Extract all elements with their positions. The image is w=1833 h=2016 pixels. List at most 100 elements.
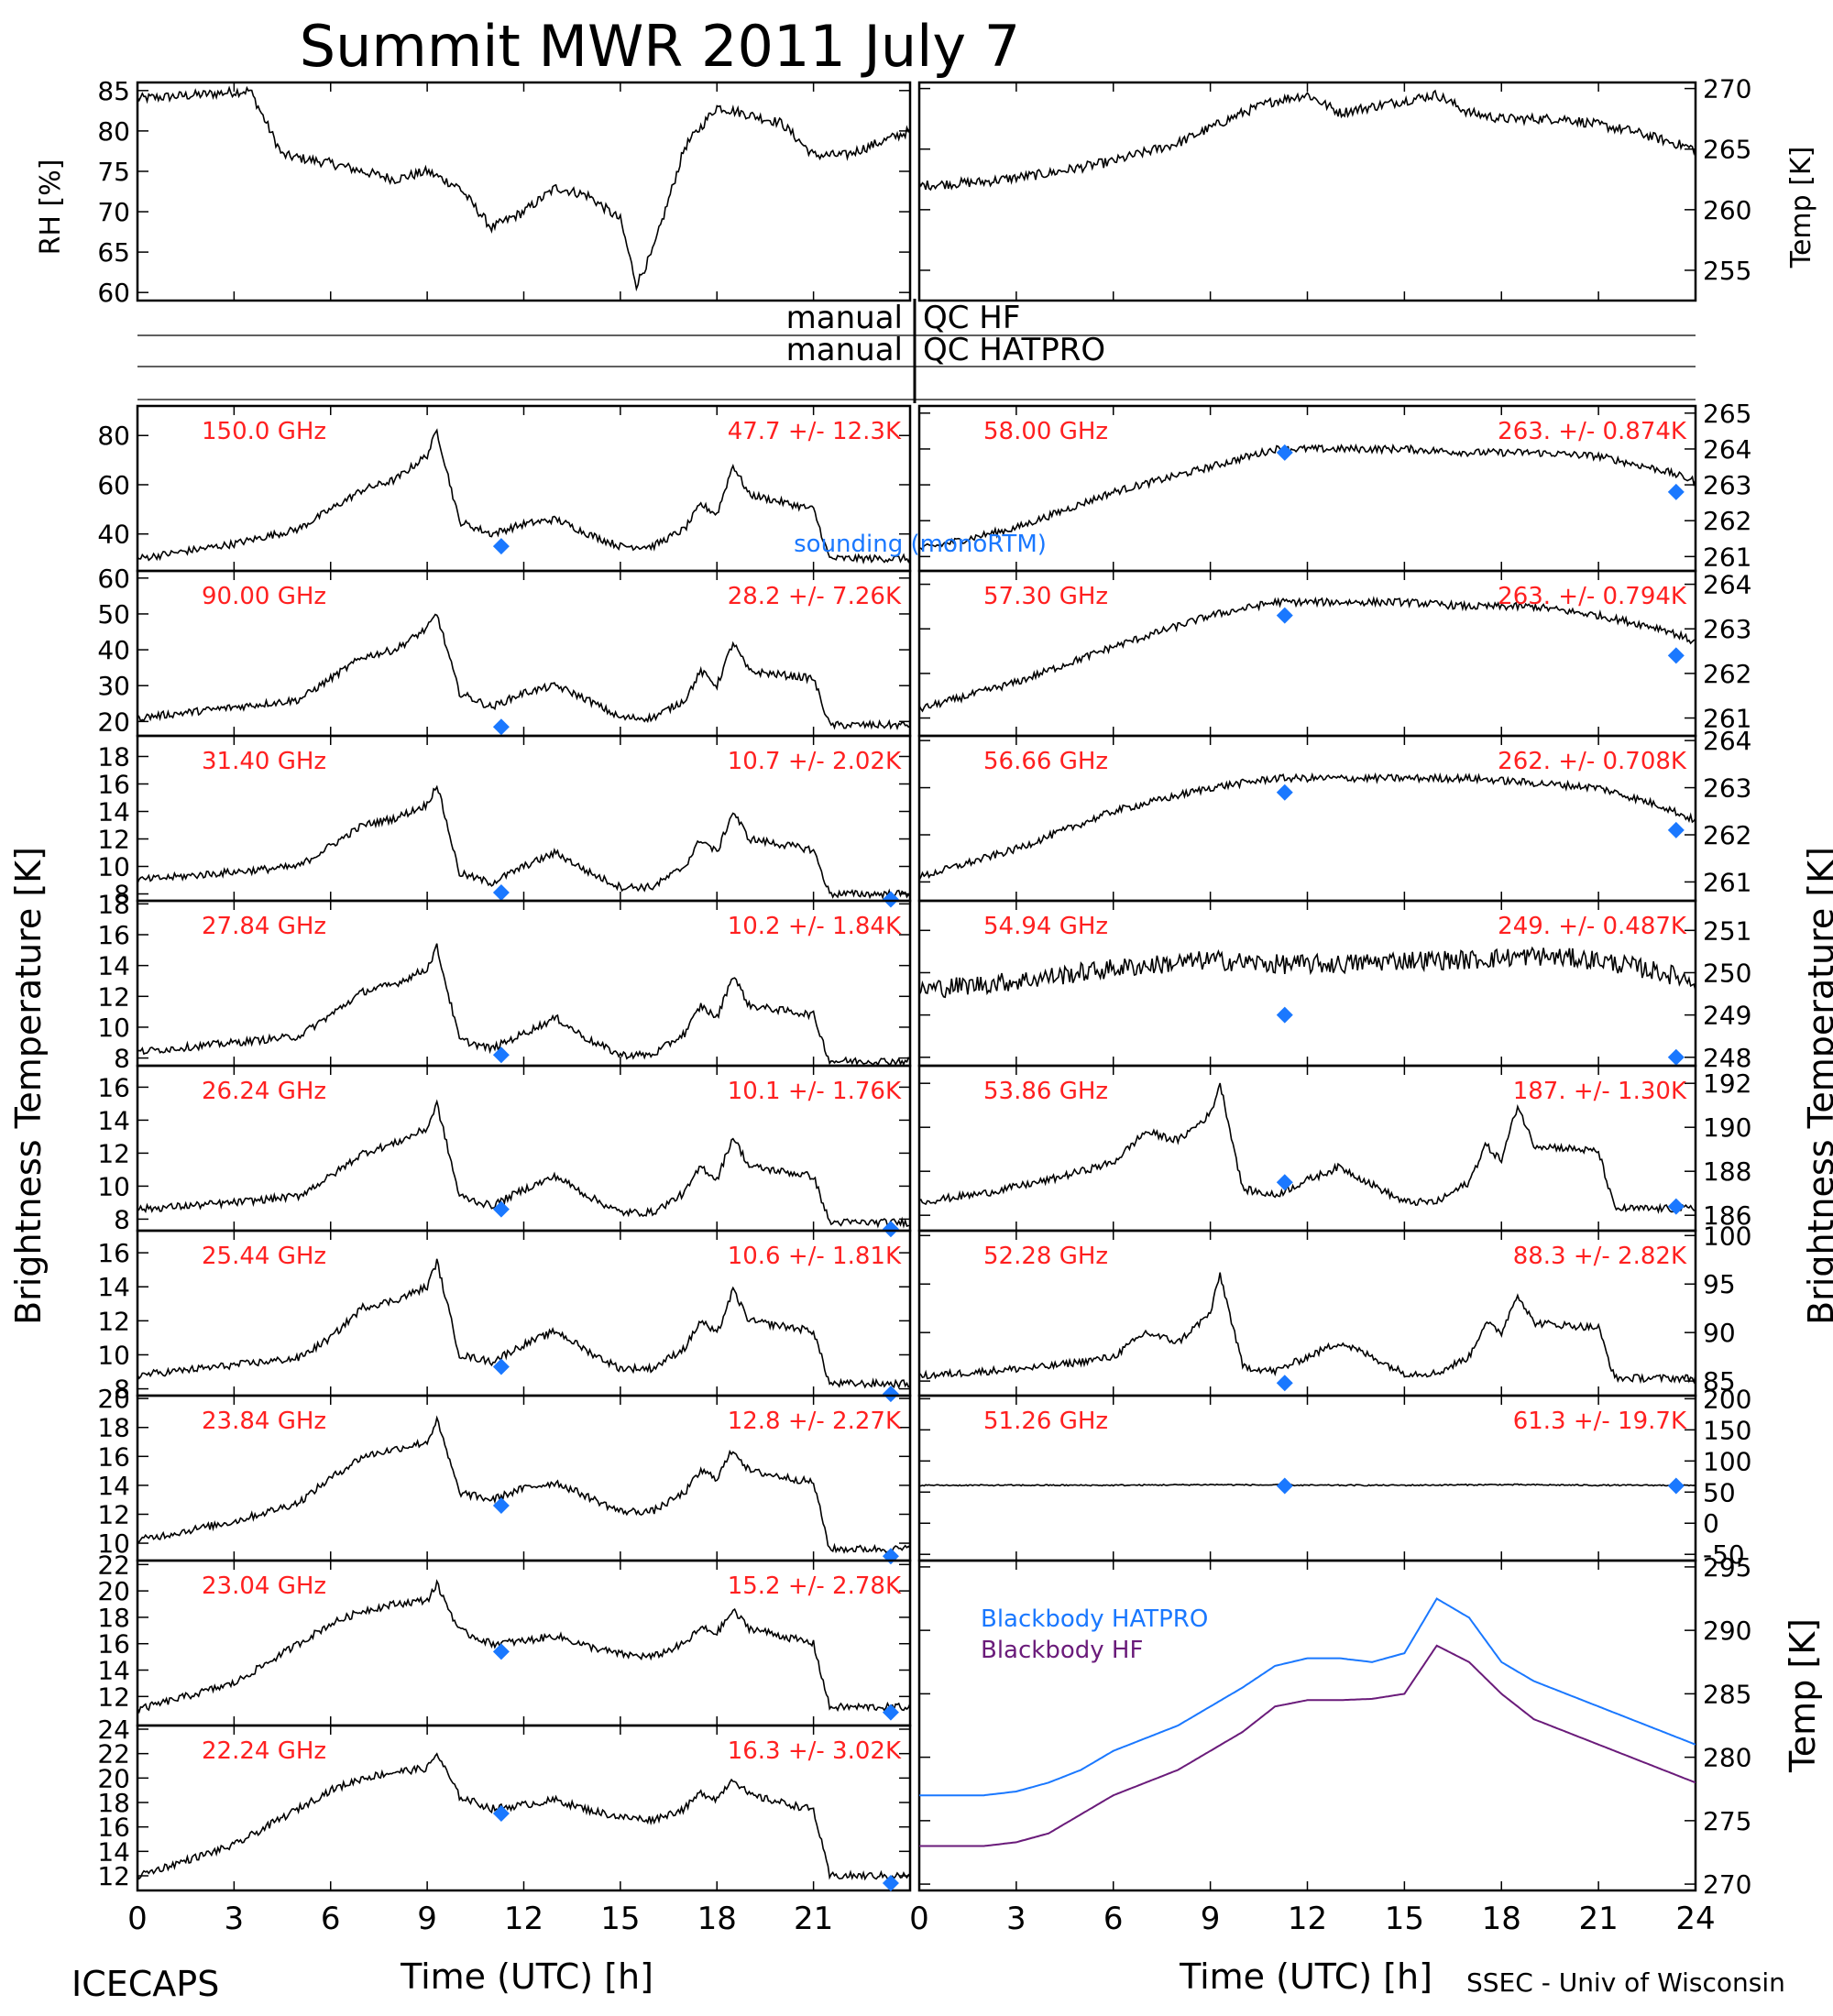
stat-label-150: 47.7 +/- 12.3K — [728, 418, 902, 445]
y-tick-label-150-1: 60 — [97, 470, 130, 500]
stat-label-25.44: 10.6 +/- 1.81K — [728, 1243, 902, 1270]
y-tick-label-56.66-2: 263 — [1703, 773, 1751, 804]
y-tick-label-23.84-0: 10 — [97, 1528, 130, 1559]
y-tick-label-90-3: 50 — [97, 599, 130, 630]
x-tick-label-left-3: 3 — [225, 1901, 245, 1937]
y-tick-label-bb-0: 270 — [1703, 1869, 1751, 1900]
y-tick-label-58-0: 261 — [1703, 542, 1751, 572]
y-tick-label-22.24-2: 16 — [97, 1813, 130, 1843]
y-tick-label-27.84-3: 14 — [97, 951, 130, 981]
footer-icecaps: ICECAPS — [71, 1964, 219, 2004]
sounding-marker-53.86-1 — [1667, 1198, 1685, 1215]
y-tick-label-90-2: 40 — [97, 635, 130, 665]
y-tick-label-31.4-5: 18 — [97, 742, 130, 772]
y-tick-label-rh-3: 75 — [97, 157, 130, 187]
y-tick-label-bb-5: 295 — [1703, 1552, 1751, 1583]
panel-rh: 60 65 70 75 80 85 — [97, 76, 912, 308]
freq-label-25.44: 25.44 GHz — [202, 1243, 326, 1270]
y-tick-label-temp-2: 265 — [1703, 135, 1751, 165]
sounding-marker-22.24-1 — [882, 1875, 899, 1891]
x-tick-label-right-18: 18 — [1482, 1901, 1521, 1937]
y-tick-label-25.44-1: 10 — [97, 1340, 130, 1370]
freq-label-53.86: 53.86 GHz — [983, 1078, 1108, 1105]
series-line-rh-0 — [137, 85, 910, 292]
footer-ssec: SSEC - Univ of Wisconsin — [1466, 1967, 1785, 1998]
series-line-90-0 — [137, 613, 910, 731]
stat-label-58: 263. +/- 0.874K — [1498, 418, 1687, 445]
freq-label-57.3: 57.30 GHz — [983, 583, 1108, 610]
stat-label-53.86: 187. +/- 1.30K — [1513, 1078, 1687, 1105]
y-tick-label-53.86-2: 190 — [1703, 1112, 1751, 1143]
y-tick-label-22.24-5: 22 — [97, 1739, 130, 1769]
y-tick-label-23.04-2: 16 — [97, 1629, 130, 1660]
y-tick-label-25.44-3: 14 — [97, 1272, 130, 1302]
y-tick-label-58-1: 262 — [1703, 506, 1751, 536]
series-line-56.66-0 — [919, 772, 1696, 881]
freq-label-52.28: 52.28 GHz — [983, 1243, 1108, 1270]
sounding-marker-56.66-1 — [1667, 821, 1685, 838]
x-tick-label-left-15: 15 — [600, 1901, 640, 1937]
freq-label-31.4: 31.40 GHz — [202, 748, 326, 775]
y-tick-label-57.3-1: 262 — [1703, 659, 1751, 689]
panel-90: 20 30 40 50 60 90.00 GHz 28.2 +/- 7.26K — [97, 564, 912, 737]
panel-frame-temp — [917, 81, 1697, 302]
y-tick-label-57.3-3: 264 — [1703, 570, 1751, 600]
sounding-marker-52.28-0 — [1276, 1375, 1293, 1392]
left-y-axis-label: Brightness Temperature [K] — [8, 847, 49, 1325]
panel-53.86: 186 188 190 192 53.86 GHz 187. +/- 1.30K — [917, 1064, 1751, 1233]
freq-label-27.84: 27.84 GHz — [202, 913, 326, 940]
x-tick-label-right-21: 21 — [1578, 1901, 1618, 1937]
y-tick-label-150-2: 80 — [97, 421, 130, 451]
freq-label-56.66: 56.66 GHz — [983, 748, 1108, 775]
y-tick-label-27.84-1: 10 — [97, 1013, 130, 1043]
stat-label-52.28: 88.3 +/- 2.82K — [1513, 1243, 1687, 1270]
x-tick-label-right-9: 9 — [1201, 1901, 1221, 1937]
sounding-marker-25.44-1 — [882, 1386, 899, 1403]
y-tick-label-23.04-1: 14 — [97, 1656, 130, 1686]
panel-frame-rh — [136, 81, 912, 302]
y-tick-label-22.24-0: 12 — [97, 1861, 130, 1891]
series-line-23.84-0 — [137, 1415, 910, 1554]
y-tick-label-58-4: 265 — [1703, 399, 1751, 429]
sounding-marker-58-0 — [1276, 444, 1293, 461]
y-tick-label-53.86-0: 186 — [1703, 1200, 1751, 1231]
chart-title: Summit MWR 2011 July 7 — [300, 13, 1020, 80]
y-tick-label-temp-1: 260 — [1703, 195, 1751, 225]
freq-label-23.04: 23.04 GHz — [202, 1572, 326, 1600]
y-tick-label-31.4-0: 8 — [114, 880, 130, 910]
qc-hatpro-right-label: QC HATPRO — [923, 332, 1105, 368]
sounding-marker-23.84-0 — [492, 1497, 510, 1514]
y-tick-label-53.86-1: 188 — [1703, 1156, 1751, 1187]
stat-label-54.94: 249. +/- 0.487K — [1498, 913, 1687, 940]
y-tick-label-54.94-0: 248 — [1703, 1043, 1751, 1073]
series-line-51.26-0 — [919, 1483, 1696, 1487]
temp-axis-label: Temp [K] — [1785, 147, 1817, 269]
y-tick-label-51.26-0: -50 — [1703, 1539, 1745, 1570]
x-tick-label-right-15: 15 — [1385, 1901, 1424, 1937]
y-tick-label-57.3-0: 261 — [1703, 704, 1751, 734]
sounding-marker-54.94-0 — [1276, 1006, 1293, 1024]
x-tick-label-right-24: 24 — [1675, 1901, 1715, 1937]
y-tick-label-23.84-2: 14 — [97, 1471, 130, 1501]
sounding-marker-22.24-0 — [492, 1805, 510, 1822]
panel-150: 40 60 80 150.0 GHz 47.7 +/- 12.3K — [97, 404, 912, 573]
freq-label-54.94: 54.94 GHz — [983, 913, 1108, 940]
sounding-marker-53.86-0 — [1276, 1174, 1293, 1191]
legend-blackbody-hf: Blackbody HF — [981, 1637, 1143, 1664]
panel-25.44: 8 10 12 14 16 25.44 GHz 10.6 +/- 1.81K — [97, 1229, 912, 1405]
sounding-marker-23.04-0 — [492, 1643, 510, 1660]
panel-temp: 255 260 265 270 — [917, 74, 1751, 302]
rh-axis-label: RH [%] — [35, 159, 67, 256]
sounding-marker-58-1 — [1667, 483, 1685, 500]
y-tick-label-27.84-5: 18 — [97, 889, 130, 919]
panel-56.66: 261 262 263 264 56.66 GHz 262. +/- 0.708K — [917, 726, 1751, 903]
y-tick-label-rh-1: 65 — [97, 237, 130, 268]
y-tick-label-26.24-4: 16 — [97, 1072, 130, 1102]
series-line-bb-1 — [919, 1644, 1696, 1847]
y-tick-label-rh-4: 80 — [97, 116, 130, 147]
